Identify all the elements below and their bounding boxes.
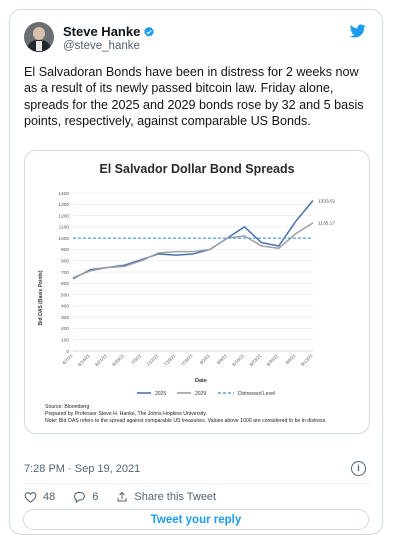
y-tick-label-0: 0 — [66, 349, 69, 355]
like-action[interactable]: 48 — [24, 491, 55, 503]
chart-legend: 2025 2029 Distressed Level — [137, 391, 275, 397]
legend-2029-label: 2029 — [195, 391, 206, 397]
tweet-actions: 48 6 Share this Tweet — [24, 487, 234, 507]
y-tick-label-11: 1100 — [59, 225, 70, 231]
tweet-reply-button[interactable]: Tweet your reply — [23, 509, 369, 530]
share-label: Share this Tweet — [134, 491, 217, 503]
tweet-card: Steve Hanke @steve_hanke El Salvadoran B… — [9, 9, 383, 535]
y-tick-label-3: 300 — [61, 315, 69, 321]
legend-distressed-label: Distressed Level — [238, 391, 275, 397]
avatar-shirt — [36, 41, 42, 51]
heart-icon[interactable] — [24, 491, 37, 503]
share-icon[interactable] — [116, 491, 128, 503]
chart-image[interactable]: El Salvador Dollar Bond Spreads Bid OAS … — [24, 150, 370, 434]
legend-2025-label: 2025 — [155, 391, 166, 397]
series-line-1 — [72, 222, 314, 279]
chart-note-distress: Note: Bid OAS refers to the spread again… — [45, 418, 327, 424]
y-tick-label-2: 200 — [61, 326, 69, 332]
twitter-bird-icon[interactable] — [350, 24, 366, 38]
verified-badge-icon — [144, 26, 155, 37]
tweet-header: Steve Hanke @steve_hanke — [24, 18, 372, 58]
end-value-label-1: 1135.17 — [318, 221, 335, 227]
y-tick-label-10: 1000 — [58, 236, 69, 242]
chart-notes: Source: Bloomberg Prepared by Professor … — [45, 404, 327, 424]
divider — [24, 483, 370, 484]
like-count: 48 — [43, 491, 56, 503]
reply-count: 6 — [92, 491, 99, 503]
tweet-timestamp[interactable]: 7:28 PM · Sep 19, 2021 — [24, 463, 141, 475]
author-name-row[interactable]: Steve Hanke — [63, 24, 155, 39]
bond-spread-chart: El Salvador Dollar Bond Spreads Bid OAS … — [25, 151, 369, 433]
y-tick-label-7: 700 — [61, 270, 69, 276]
y-tick-label-13: 1300 — [58, 202, 69, 208]
share-action[interactable]: Share this Tweet — [116, 491, 216, 503]
y-tick-label-8: 800 — [61, 259, 69, 265]
chart-note-source: Source: Bloomberg — [45, 404, 90, 410]
author-handle[interactable]: @steve_hanke — [63, 40, 140, 52]
avatar[interactable] — [24, 22, 54, 52]
y-tick-label-6: 600 — [61, 281, 69, 287]
info-icon[interactable]: i — [351, 461, 366, 476]
y-tick-label-9: 900 — [61, 247, 69, 253]
y-tick-label-5: 500 — [61, 292, 69, 298]
chart-note-prepared: Prepared by Professor Steve H. Hanke, Th… — [45, 411, 206, 417]
author-name[interactable]: Steve Hanke — [63, 24, 141, 39]
tweet-text: El Salvadoran Bonds have been in distres… — [24, 65, 364, 129]
chart-xlabel: Date — [195, 378, 207, 384]
y-tick-label-4: 400 — [61, 304, 69, 310]
chart-title: El Salvador Dollar Bond Spreads — [99, 162, 294, 176]
end-value-label-0: 1333.51 — [318, 198, 336, 204]
y-tick-label-1: 100 — [61, 338, 69, 344]
avatar-face — [33, 27, 45, 40]
reply-action[interactable]: 6 — [73, 491, 98, 503]
reply-icon[interactable] — [73, 491, 86, 503]
y-tick-label-14: 1400 — [58, 191, 69, 197]
chart-ylabel: Bid OAS (Basis Points) — [38, 270, 44, 325]
y-tick-label-12: 1200 — [58, 213, 69, 219]
